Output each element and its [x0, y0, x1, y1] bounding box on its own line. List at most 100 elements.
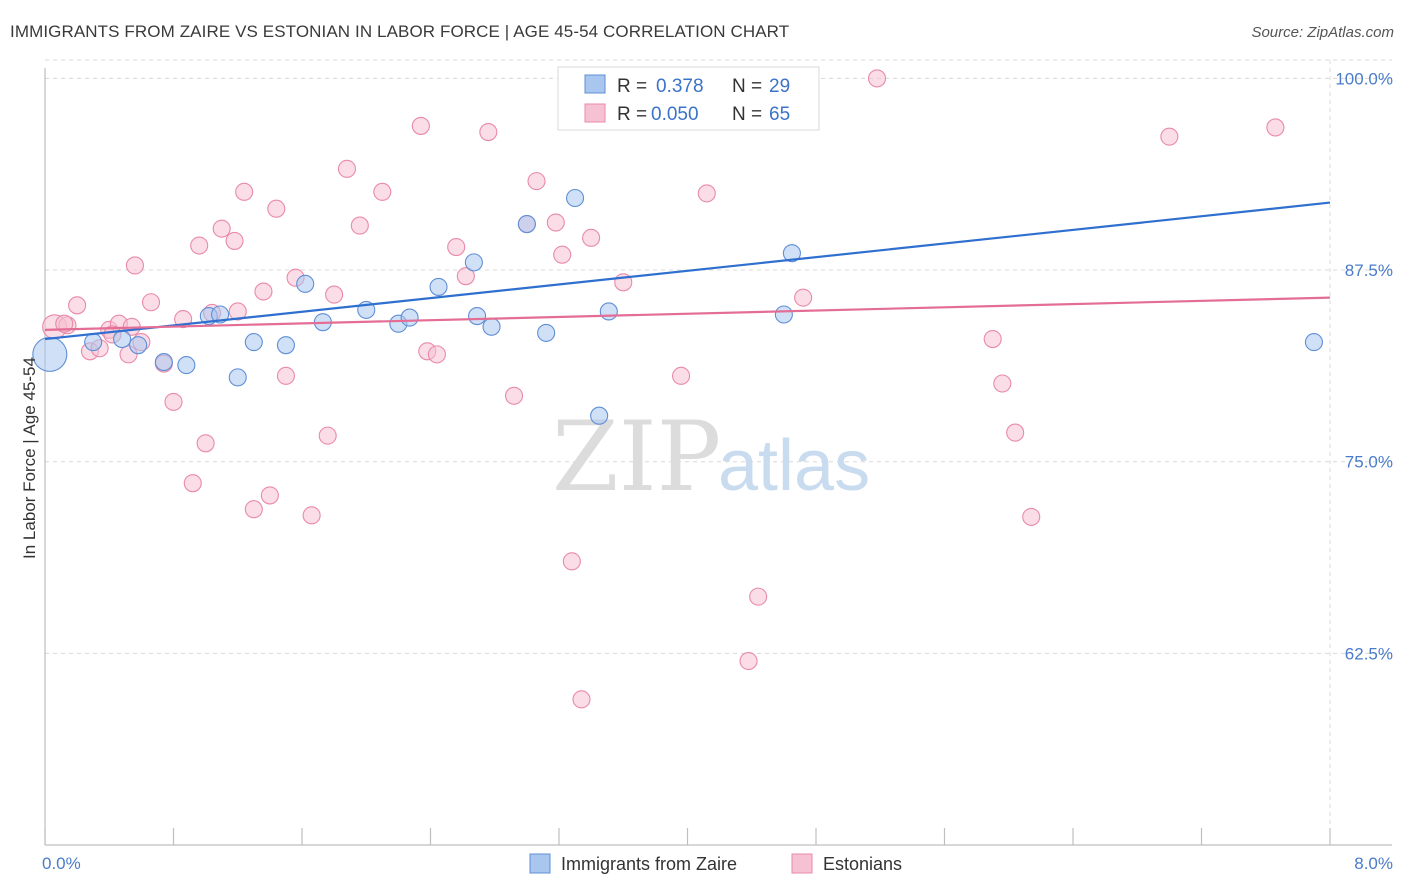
point-estonians	[373, 182, 392, 201]
x-tick-label-min: 0.0%	[42, 854, 81, 873]
point-estonians	[55, 314, 74, 333]
point-estonians	[325, 285, 344, 304]
point-zaire	[84, 333, 103, 352]
point-zaire	[400, 308, 419, 327]
point-estonians	[794, 288, 813, 307]
legend-r-label-estonians: R =	[617, 104, 647, 125]
point-estonians	[983, 329, 1002, 349]
point-estonians	[164, 392, 183, 411]
point-estonians	[225, 231, 244, 250]
point-estonians	[190, 236, 209, 255]
chart-title: IMMIGRANTS FROM ZAIRE VS ESTONIAN IN LAB…	[10, 22, 790, 41]
y-tick-label: 62.5%	[1345, 644, 1393, 663]
bottom-legend-swatch-zaire	[529, 853, 551, 874]
legend-n-label-estonians: N =	[732, 104, 762, 125]
point-zaire	[177, 356, 196, 375]
point-estonians	[267, 199, 286, 218]
watermark-zip: ZIP	[552, 401, 721, 513]
point-estonians	[125, 256, 144, 275]
point-estonians	[1022, 507, 1041, 526]
point-zaire	[464, 253, 483, 272]
point-zaire	[590, 406, 609, 425]
y-tick-labels: 100.0% 87.5% 75.0% 62.5%	[1335, 69, 1393, 663]
x-tick-label-max: 8.0%	[1354, 854, 1393, 873]
point-estonians	[212, 219, 231, 238]
y-axis-label: In Labor Force | Age 45-54	[20, 357, 39, 559]
point-estonians	[350, 216, 369, 235]
point-zaire	[482, 317, 501, 336]
point-zaire	[228, 368, 247, 387]
bottom-legend-label-estonians: Estonians	[823, 854, 902, 874]
watermark-atlas: atlas	[718, 426, 870, 506]
point-estonians	[337, 159, 357, 178]
point-estonians	[302, 506, 321, 525]
trend-lines	[44, 201, 1331, 341]
point-estonians	[244, 500, 263, 519]
point-zaire	[468, 306, 487, 326]
bottom-legend-label-zaire: Immigrants from Zaire	[561, 854, 737, 874]
legend-r-value-estonians: 0.050	[651, 104, 699, 125]
y-tick-label: 87.5%	[1345, 261, 1393, 280]
point-estonians	[411, 116, 430, 135]
axes	[44, 68, 1392, 846]
point-zaire	[566, 188, 585, 208]
point-estonians	[427, 345, 446, 364]
point-estonians	[1266, 118, 1285, 137]
point-zaire	[1304, 333, 1323, 352]
point-estonians	[196, 434, 215, 453]
point-estonians	[749, 587, 768, 606]
point-zaire	[537, 323, 556, 342]
point-estonians	[504, 386, 524, 405]
legend-n-value-estonians: 65	[769, 104, 790, 125]
y-tick-label: 100.0%	[1335, 69, 1393, 88]
point-estonians	[183, 474, 202, 493]
legend-r-value-zaire: 0.378	[656, 76, 704, 97]
point-zaire	[276, 336, 295, 355]
point-estonians	[456, 267, 475, 286]
point-estonians	[260, 486, 279, 505]
point-estonians	[527, 172, 546, 191]
point-estonians	[572, 690, 591, 709]
point-estonians	[276, 366, 295, 385]
legend-n-value-zaire: 29	[769, 76, 790, 97]
point-estonians	[141, 293, 161, 312]
point-zaire	[599, 302, 618, 321]
point-estonians	[1160, 127, 1179, 146]
point-estonians	[739, 651, 758, 671]
point-zaire	[782, 244, 801, 263]
point-estonians	[553, 245, 572, 264]
legend-swatch-zaire	[584, 74, 606, 94]
point-estonians	[235, 182, 254, 201]
point-estonians	[562, 552, 581, 571]
legend-swatch-estonians	[584, 103, 606, 123]
legend-n-label-zaire: N =	[732, 76, 762, 97]
stats-legend: R = 0.378 N = 29 R = 0.050 N = 65	[557, 66, 820, 131]
point-estonians	[993, 374, 1012, 393]
point-estonians	[697, 184, 716, 203]
point-estonians	[447, 238, 466, 257]
chart-source: Source: ZipAtlas.com	[1251, 24, 1394, 41]
bottom-legend-swatch-estonians	[791, 853, 813, 874]
point-zaire	[429, 277, 448, 296]
point-estonians	[672, 366, 691, 385]
point-zaire	[113, 329, 132, 349]
point-estonians	[68, 296, 87, 315]
legend-r-label-zaire: R =	[617, 76, 647, 97]
trend-line-zaire	[44, 201, 1331, 341]
point-zaire	[517, 215, 536, 234]
point-estonians	[546, 213, 565, 232]
x-tick-labels: 0.0% 8.0%	[42, 854, 1393, 873]
point-zaire	[296, 274, 315, 293]
point-zaire	[154, 352, 173, 372]
series-legend: Immigrants from Zaire Estonians	[529, 853, 902, 874]
point-zaire	[129, 336, 148, 355]
point-estonians	[318, 426, 337, 445]
point-zaire	[774, 305, 793, 324]
data-points	[32, 69, 1323, 709]
point-estonians	[254, 282, 273, 301]
y-tick-label: 75.0%	[1345, 453, 1393, 472]
point-estonians	[228, 302, 247, 321]
point-zaire	[32, 336, 68, 372]
point-estonians	[479, 123, 498, 142]
